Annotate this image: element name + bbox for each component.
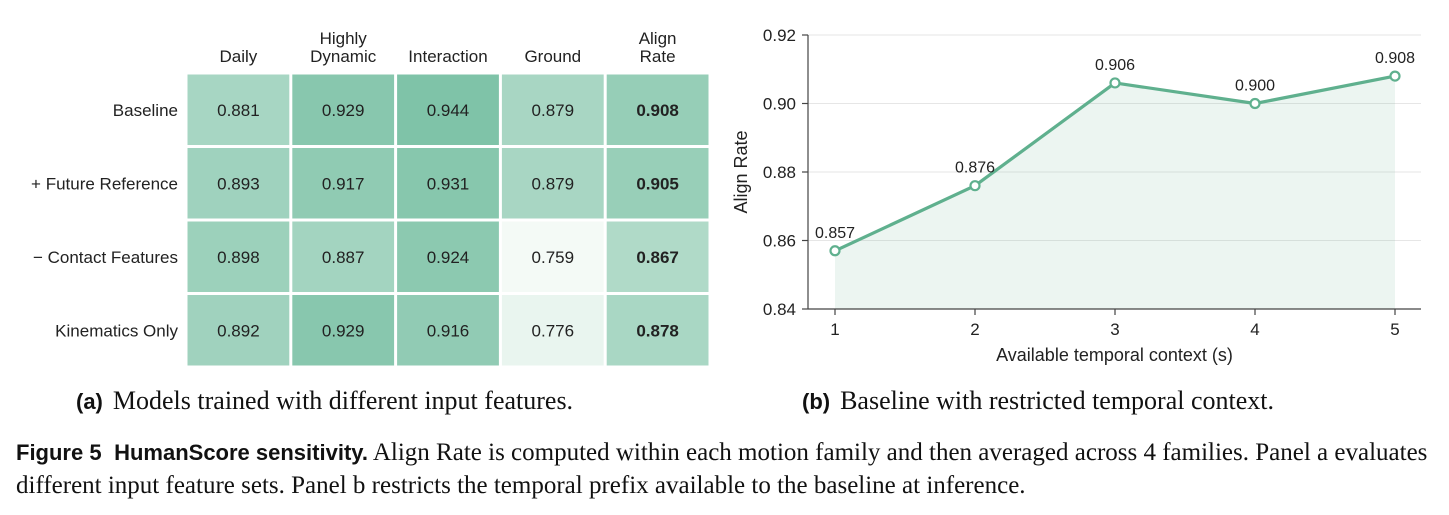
- data-label: 0.906: [1095, 57, 1135, 74]
- cell-value: 0.931: [427, 174, 470, 193]
- x-tick-label: 5: [1390, 320, 1399, 339]
- cell-value: 0.887: [322, 248, 365, 267]
- cell-value: 0.881: [217, 101, 260, 120]
- cell-value: 0.879: [532, 174, 575, 193]
- data-point: [969, 180, 981, 192]
- cell-value: 0.908: [636, 101, 679, 120]
- heatmap-cell: [397, 221, 499, 292]
- y-tick-label: 0.90: [763, 95, 796, 114]
- figure-title: HumanScore sensitivity.: [114, 440, 368, 465]
- cell-value: 0.776: [532, 321, 575, 340]
- column-header-4: Rate: [640, 47, 676, 66]
- data-label: 0.908: [1375, 50, 1415, 67]
- cell-value: 0.879: [532, 101, 575, 120]
- subcaption-b: (b) Baseline with restricted temporal con…: [802, 386, 1274, 416]
- heatmap-cell: [606, 148, 709, 219]
- data-point: [829, 245, 841, 257]
- cell-value: 0.878: [636, 321, 679, 340]
- x-tick-label: 2: [970, 320, 979, 339]
- x-axis-label: Available temporal context (s): [996, 345, 1233, 365]
- subcaption-a-text: Models trained with different input feat…: [112, 386, 574, 415]
- cell-value: 0.905: [636, 174, 679, 193]
- heatmap-cell: [187, 295, 290, 366]
- heatmap-cell: [187, 221, 290, 292]
- heatmap-cell: [606, 295, 709, 366]
- heatmap-cell: [187, 74, 290, 145]
- column-header-1: Highly: [320, 29, 368, 48]
- heatmap-cell: [501, 221, 604, 292]
- cell-value: 0.924: [427, 248, 470, 267]
- cell-value: 0.892: [217, 321, 260, 340]
- subcaption-a: (a) Models trained with different input f…: [76, 386, 573, 416]
- heatmap-cell: [501, 148, 604, 219]
- cell-value: 0.929: [322, 321, 365, 340]
- y-axis-label: Align Rate: [731, 130, 751, 213]
- y-tick-label: 0.88: [763, 163, 796, 182]
- cell-value: 0.929: [322, 101, 365, 120]
- cell-value: 0.898: [217, 248, 260, 267]
- y-tick-label: 0.86: [763, 232, 796, 251]
- heatmap-cell: [292, 148, 395, 219]
- row-label-1: + Future Reference: [31, 174, 178, 193]
- row-label-0: Baseline: [113, 101, 178, 120]
- subcaption-a-tag: (a): [76, 389, 103, 414]
- figure-caption: Figure 5 HumanScore sensitivity. Align R…: [16, 436, 1436, 502]
- heatmap-cell: [397, 74, 499, 145]
- heatmap-cell: [606, 221, 709, 292]
- cell-value: 0.917: [322, 174, 365, 193]
- heatmap-cell: [606, 74, 709, 145]
- data-label: 0.900: [1235, 78, 1275, 95]
- heatmap-cell: [397, 148, 499, 219]
- y-tick-label: 0.84: [763, 300, 796, 319]
- figure-caption-text: Align Rate is computed within each motio…: [16, 439, 1428, 499]
- data-point: [1109, 77, 1121, 89]
- heatmap-cell: [292, 295, 395, 366]
- heatmap-cell: [187, 148, 290, 219]
- column-header-3: Ground: [524, 47, 581, 66]
- cell-value: 0.916: [427, 321, 470, 340]
- y-tick-label: 0.92: [763, 26, 796, 45]
- heatmap-cell: [292, 74, 395, 145]
- row-label-3: Kinematics Only: [55, 321, 178, 340]
- cell-value: 0.893: [217, 174, 260, 193]
- heatmap-cell: [501, 295, 604, 366]
- cell-value: 0.944: [427, 101, 470, 120]
- heatmap-cell: [292, 221, 395, 292]
- data-label: 0.876: [955, 160, 995, 177]
- column-header-2: Interaction: [408, 47, 487, 66]
- x-tick-label: 1: [830, 320, 839, 339]
- line-chart: 0.84 0.86 0.88 0.90 0.92 1 2 3 4 5 0.857 0.876 0.906…: [731, 26, 1421, 365]
- cell-value: 0.759: [532, 248, 575, 267]
- x-tick-label: 3: [1110, 320, 1119, 339]
- x-tick-label: 4: [1250, 320, 1259, 339]
- column-header-4: Align: [639, 29, 677, 48]
- column-header-0: Daily: [220, 47, 258, 66]
- heatmap-cell: [397, 295, 499, 366]
- figure-label: Figure 5: [16, 440, 102, 465]
- heatmap-cell: [501, 74, 604, 145]
- cell-value: 0.867: [636, 248, 679, 267]
- subcaption-b-text: Baseline with restricted temporal contex…: [840, 386, 1275, 415]
- data-point: [1389, 70, 1401, 82]
- column-header-1: Dynamic: [310, 47, 377, 66]
- data-label: 0.857: [815, 225, 855, 242]
- series-area: [835, 76, 1395, 309]
- data-point: [1249, 97, 1261, 110]
- subcaption-b-tag: (b): [802, 389, 831, 414]
- row-label-2: − Contact Features: [33, 248, 178, 267]
